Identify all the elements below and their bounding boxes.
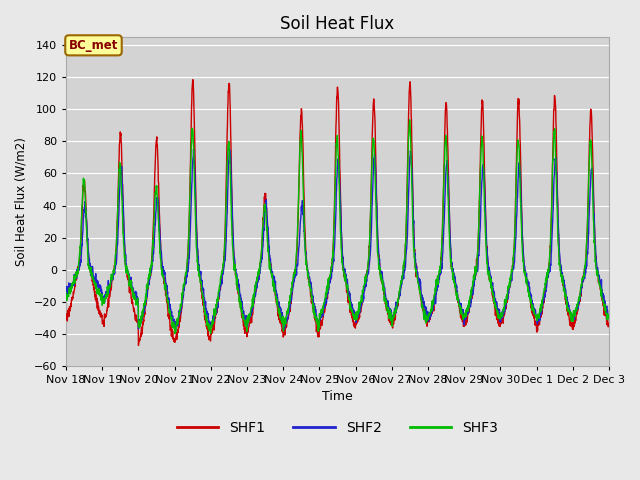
SHF3 xyxy=(171,331,179,336)
SHF3 xyxy=(495,312,503,318)
SHF3 xyxy=(62,289,70,295)
SHF2 xyxy=(365,263,373,268)
SHF1 xyxy=(353,318,361,324)
SHF1 xyxy=(214,304,221,310)
Text: BC_met: BC_met xyxy=(68,39,118,52)
SHF1 xyxy=(557,272,565,277)
SHF2 xyxy=(214,305,221,311)
Line: SHF3: SHF3 xyxy=(66,120,609,334)
SHF1 xyxy=(495,321,503,326)
Line: SHF1: SHF1 xyxy=(66,80,609,346)
SHF1 xyxy=(62,311,70,317)
Legend: SHF1, SHF2, SHF3: SHF1, SHF2, SHF3 xyxy=(171,415,504,441)
SHF3 xyxy=(406,117,413,123)
SHF2 xyxy=(225,145,233,151)
X-axis label: Time: Time xyxy=(322,390,353,403)
SHF3 xyxy=(573,306,580,312)
SHF1 xyxy=(134,343,142,348)
SHF1 xyxy=(573,312,580,317)
SHF3 xyxy=(214,295,221,300)
Title: Soil Heat Flux: Soil Heat Flux xyxy=(280,15,395,33)
SHF1 xyxy=(365,243,373,249)
SHF3 xyxy=(353,309,361,314)
SHF2 xyxy=(172,327,179,333)
SHF3 xyxy=(557,273,565,278)
SHF3 xyxy=(605,315,612,321)
SHF2 xyxy=(495,307,503,312)
SHF1 xyxy=(605,322,612,327)
Line: SHF2: SHF2 xyxy=(66,148,609,330)
SHF2 xyxy=(557,264,565,269)
SHF2 xyxy=(62,289,70,295)
Y-axis label: Soil Heat Flux (W/m2): Soil Heat Flux (W/m2) xyxy=(15,137,28,266)
SHF2 xyxy=(605,313,612,319)
SHF2 xyxy=(353,313,361,319)
SHF1 xyxy=(189,77,196,83)
SHF3 xyxy=(365,252,373,258)
SHF2 xyxy=(573,309,580,314)
